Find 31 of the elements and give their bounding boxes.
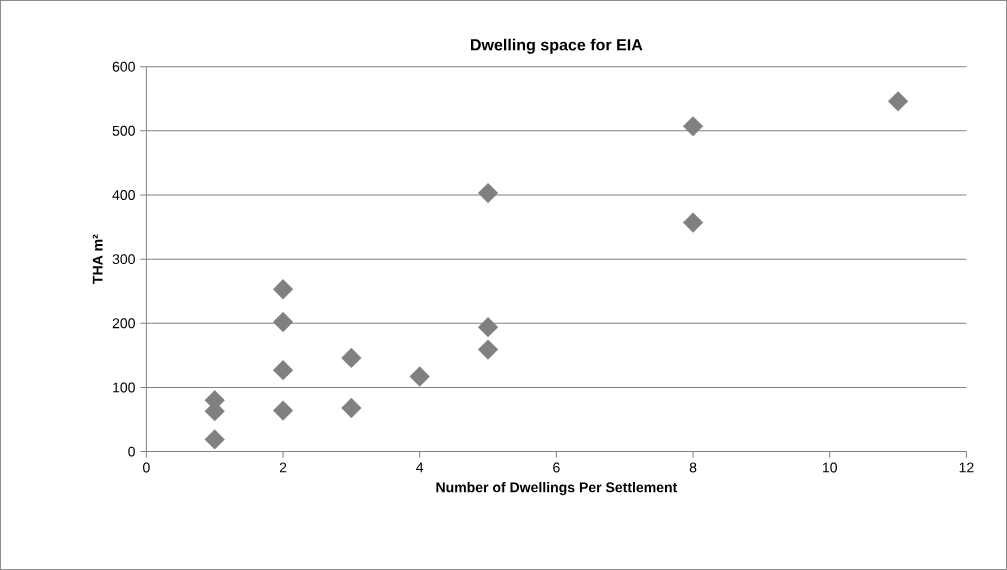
point	[204, 429, 225, 450]
point	[682, 212, 704, 233]
point	[272, 400, 294, 421]
point	[272, 279, 294, 300]
point	[272, 360, 294, 381]
x-tick-label: 10	[822, 462, 837, 473]
x-axis-title: Number of Dwellings Per Settlement	[436, 482, 678, 496]
point	[477, 317, 499, 338]
y-axis-title: THA m²	[92, 234, 103, 284]
chart-title: Dwelling space for EIA	[471, 38, 643, 54]
x-tick-label: 6	[553, 462, 560, 473]
point	[409, 366, 430, 387]
y-tick-label: 500	[112, 125, 135, 136]
y-tick-label: 0	[128, 446, 135, 457]
y-tick-label: 300	[112, 254, 135, 265]
point	[887, 91, 909, 112]
y-tick-label: 400	[112, 190, 135, 200]
point	[341, 347, 362, 369]
x-tick-label: 0	[143, 462, 150, 473]
point	[477, 182, 499, 204]
y-tick-label: 100	[113, 382, 135, 393]
x-tick-label: 4	[416, 462, 424, 473]
y-tick-label: 600	[112, 61, 135, 72]
x-tick-label: 8	[689, 462, 697, 473]
point	[477, 339, 499, 360]
y-tick-label: 200	[112, 318, 135, 329]
x-tick-label: 12	[959, 462, 974, 473]
point	[682, 116, 704, 137]
point	[341, 397, 362, 419]
x-tick-label: 2	[279, 462, 287, 473]
point	[272, 311, 294, 333]
